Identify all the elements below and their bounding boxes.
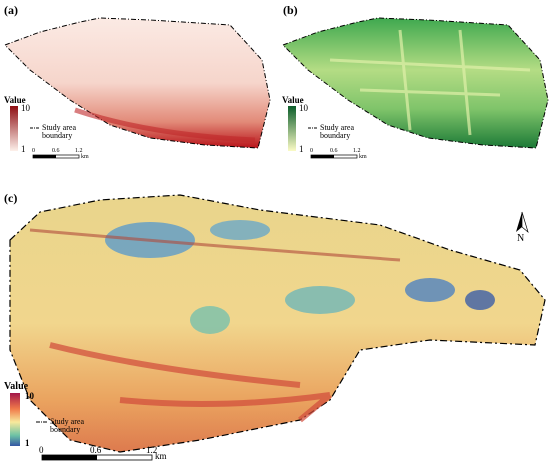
legend-max: 10 <box>25 391 34 401</box>
scale-label: 1.2 <box>353 148 361 154</box>
scale-label: 0.6 <box>330 148 338 154</box>
boundary-label: Study area boundary <box>42 123 76 141</box>
boundary-label: Study area boundary <box>320 123 354 141</box>
scale-label: 0.6 <box>52 148 60 154</box>
scale-label: 1.2 <box>146 445 158 455</box>
scale-label: 1.2 <box>75 148 83 154</box>
legend-symbols <box>10 106 318 446</box>
scale-label: 0 <box>310 148 313 154</box>
panel-label: (a) <box>4 3 18 17</box>
legend-title: Value <box>4 381 29 392</box>
legend-min: 1 <box>25 438 30 448</box>
scale-label: 0 <box>32 148 35 154</box>
legend-min: 1 <box>299 144 304 154</box>
legend-min: 1 <box>21 144 26 154</box>
scale-label: 0.6 <box>90 445 102 455</box>
scale-bars <box>32 154 358 461</box>
scale-unit: km <box>81 154 89 160</box>
north-arrow <box>516 211 529 234</box>
boundary-label: Study area boundary <box>50 417 84 435</box>
legend-title: Value <box>282 95 304 105</box>
legend-max: 10 <box>21 103 30 113</box>
scale-unit: km <box>155 451 167 461</box>
map-c <box>9 194 546 453</box>
scale-label: 0 <box>39 445 44 455</box>
panel-label: (c) <box>4 191 18 205</box>
scale-unit: km <box>359 154 367 160</box>
panel-label: (b) <box>283 3 298 17</box>
legend-max: 10 <box>299 103 308 113</box>
map-b <box>282 17 549 149</box>
map-a <box>4 17 271 149</box>
north-label: N <box>517 233 525 244</box>
legend-title: Value <box>4 95 26 105</box>
